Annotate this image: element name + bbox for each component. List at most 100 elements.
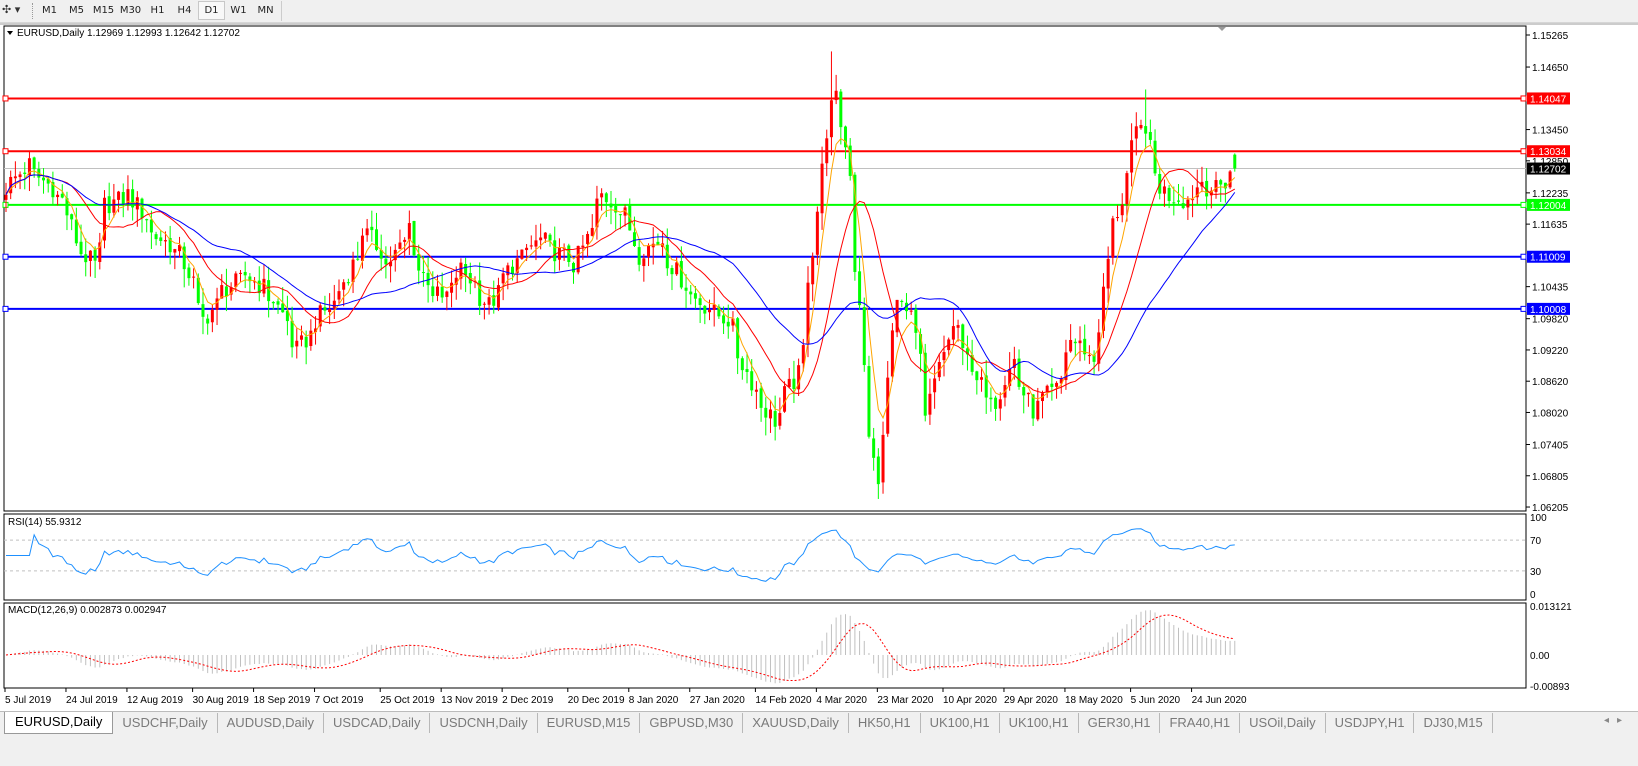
candle-body [529, 245, 533, 247]
candle-body [712, 304, 716, 310]
collapse-triangle-icon[interactable] [7, 31, 13, 35]
timeframe-m1-button[interactable]: M1 [42, 5, 57, 16]
candle-body [576, 245, 580, 273]
chart-tab[interactable]: DJ30,M15 [1414, 713, 1493, 733]
chart-tab[interactable]: EURUSD,M15 [538, 713, 641, 733]
candle-body [773, 411, 777, 427]
candle-body [1017, 358, 1021, 387]
candle-body [84, 254, 88, 263]
candle-body [539, 237, 543, 241]
candle-body [1148, 131, 1152, 140]
chart-tab[interactable]: EURUSD,Daily [4, 712, 114, 734]
price-tick-label: 1.11635 [1532, 220, 1568, 231]
date-tick-label: 30 Aug 2019 [193, 695, 250, 706]
candle-body [900, 300, 904, 303]
candle-body [726, 321, 730, 327]
candle-body [1125, 173, 1129, 205]
candle-body [759, 388, 763, 408]
timeframe-h4-button[interactable]: H4 [177, 5, 192, 16]
candle-body [656, 241, 660, 246]
candle-body [46, 178, 50, 184]
candle-body [1106, 259, 1110, 289]
level-handle-right[interactable] [1520, 95, 1527, 102]
level-handle-left[interactable] [2, 253, 9, 260]
chart-tab[interactable]: AUDUSD,Daily [218, 713, 325, 733]
candle-body [1219, 180, 1223, 185]
candle-body [285, 310, 289, 322]
level-handle-left[interactable] [2, 95, 9, 102]
chart-tab[interactable]: GER30,H1 [1079, 713, 1161, 733]
chart-tab[interactable]: USDCAD,Daily [324, 713, 431, 733]
candle-body [1167, 187, 1171, 201]
timeframe-m30-button[interactable]: M30 [119, 5, 142, 16]
candle-body [1031, 394, 1035, 419]
timeframe-m15-button[interactable]: M15 [92, 5, 115, 16]
candle-body [867, 366, 871, 437]
candle-body [412, 220, 416, 256]
date-tick-label: 5 Jul 2019 [5, 695, 52, 706]
candle-body [271, 301, 275, 304]
candle-body [70, 214, 74, 220]
candle-body [88, 250, 92, 261]
level-price-label: 1.12004 [1530, 201, 1567, 212]
tab-scroll-arrows-icon[interactable]: ◂▸ [1603, 715, 1630, 726]
candle-body [890, 330, 894, 377]
candle-body [956, 325, 960, 328]
rsi-tick-label: 30 [1530, 567, 1542, 578]
chart-tab[interactable]: USDCNH,Daily [430, 713, 538, 733]
level-handle-left[interactable] [2, 305, 9, 312]
timeframe-h1-button[interactable]: H1 [150, 5, 165, 16]
chart-tab[interactable]: FRA40,H1 [1160, 713, 1241, 733]
level-handle-right[interactable] [1520, 253, 1527, 260]
level-handle-right[interactable] [1520, 201, 1527, 208]
chart-tab[interactable]: HK50,H1 [849, 713, 921, 733]
price-tick-label: 1.12850 [1532, 157, 1569, 168]
candle-body [13, 176, 17, 179]
candle-body [117, 191, 121, 200]
candle-body [844, 126, 848, 148]
candle-body [1045, 385, 1049, 393]
timeframe-w1-button[interactable]: W1 [230, 5, 247, 16]
level-price-label-bg [1527, 198, 1570, 211]
chart-tab[interactable]: USDJPY,H1 [1326, 713, 1415, 733]
candle-body [1153, 140, 1157, 174]
candle-body [904, 302, 908, 312]
chart-tab[interactable]: UK100,H1 [921, 713, 1000, 733]
date-tick-label: 2 Dec 2019 [502, 695, 554, 706]
candle-body [1200, 181, 1204, 187]
timeframe-m5-button[interactable]: M5 [69, 5, 84, 16]
chart-window[interactable]: 1.14047 1.13034 1.12004 1.11009 1.10008 1.152… [0, 0, 1638, 711]
candle-body [398, 242, 402, 249]
candle-body [1087, 355, 1091, 357]
toolbar-grip[interactable] [32, 3, 35, 19]
candle-body [698, 298, 702, 306]
candle-body [618, 214, 622, 216]
chart-tab[interactable]: UK100,H1 [1000, 713, 1079, 733]
shift-marker-icon[interactable] [1218, 27, 1226, 31]
level-handle-right[interactable] [1520, 305, 1527, 312]
candle-body [834, 90, 838, 101]
chart-tab[interactable]: USDCHF,Daily [113, 713, 218, 733]
chart-tab[interactable]: GBPUSD,M30 [640, 713, 744, 733]
chart-tab[interactable]: XAUUSD,Daily [743, 713, 849, 733]
toolbar-divider [281, 1, 282, 21]
level-price-label-bg [1527, 302, 1570, 315]
level-handle-right[interactable] [1520, 148, 1527, 155]
candle-body [332, 300, 336, 309]
crosshair-pointer-icon[interactable]: ✣ ▾ [2, 3, 21, 16]
level-price-label-bg [1527, 145, 1570, 158]
candle-body [403, 239, 407, 242]
candle-body [375, 229, 379, 250]
candle-body [346, 282, 350, 284]
candle-body [754, 389, 758, 392]
candle-body [965, 348, 969, 355]
timeframe-d1-button[interactable]: D1 [198, 1, 225, 20]
date-tick-label: 10 Apr 2020 [943, 695, 997, 706]
chart-tab[interactable]: USOil,Daily [1240, 713, 1326, 733]
candle-body [1177, 200, 1180, 202]
timeframe-mn-button[interactable]: MN [257, 5, 274, 16]
candle-body [581, 245, 585, 248]
price-tick-label: 1.10435 [1532, 283, 1569, 294]
candle-body [421, 272, 425, 274]
level-handle-left[interactable] [2, 148, 9, 155]
